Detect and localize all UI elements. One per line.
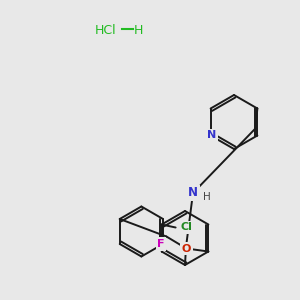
Text: HCl: HCl: [95, 23, 117, 37]
Text: N: N: [188, 187, 198, 200]
Text: H: H: [203, 192, 211, 202]
Text: F: F: [157, 239, 165, 249]
Text: O: O: [182, 244, 191, 254]
Text: H: H: [134, 23, 143, 37]
Text: Cl: Cl: [181, 223, 193, 232]
Text: N: N: [207, 130, 216, 140]
